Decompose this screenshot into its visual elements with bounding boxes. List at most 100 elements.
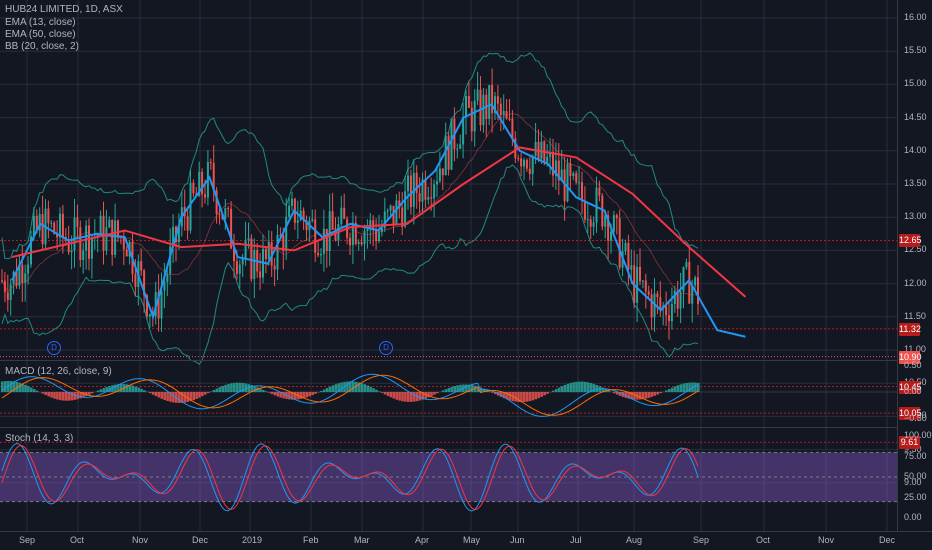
macd-histogram-bar [688, 382, 691, 392]
candle-body [146, 295, 148, 317]
macd-histogram-bar [282, 392, 285, 399]
ema-fast-line [11, 103, 746, 338]
price-tick-label: 13.50 [904, 178, 927, 188]
macd-title[interactable]: MACD (12, 26, close, 9) [5, 366, 112, 377]
candle-body [90, 237, 93, 259]
macd-histogram-bar [70, 392, 74, 401]
candle-body [79, 227, 82, 260]
candle-body [172, 226, 175, 247]
candle-body [665, 305, 668, 316]
stoch-band [0, 452, 897, 502]
indicator-ema-fast[interactable]: EMA (13, close) [5, 17, 76, 28]
macd-histogram-bar [15, 381, 19, 392]
macd-histogram-bar [99, 389, 103, 392]
indicator-ema-slow[interactable]: EMA (50, close) [5, 29, 76, 40]
price-marker: 10.05 [899, 407, 922, 421]
macd-histogram-bar [441, 390, 445, 392]
candle-body [659, 297, 662, 309]
macd-histogram-bar [444, 389, 448, 392]
candle-body [517, 158, 520, 160]
macd-histogram-bar [73, 392, 77, 400]
macd-histogram-bar [601, 387, 604, 392]
candle-body [166, 273, 169, 283]
candle-body [143, 270, 146, 296]
candle-body [250, 238, 253, 280]
macd-histogram-bar [528, 392, 532, 402]
candle-body [581, 182, 583, 201]
candle-body [233, 248, 235, 262]
macd-histogram-bar [32, 389, 36, 392]
candle-body [607, 215, 610, 241]
candle-body [395, 200, 398, 225]
candle-body [624, 243, 627, 252]
candle-body [650, 294, 653, 318]
macd-histogram-bar [157, 392, 161, 398]
macd-histogram-bar [241, 382, 245, 392]
stoch-tick-label: 50.00 [904, 471, 927, 481]
macd-histogram-bar [508, 392, 512, 401]
macd-histogram-bar [125, 384, 129, 392]
macd-histogram-bar [409, 392, 413, 402]
time-tick-label: Mar [354, 535, 370, 545]
macd-histogram-bar [212, 389, 216, 392]
macd-histogram-bar [639, 392, 642, 400]
macd-histogram-bar [264, 391, 268, 392]
macd-histogram-bar [119, 383, 123, 392]
macd-histogram-bar [50, 392, 53, 398]
stoch-tick-label: 0.00 [904, 512, 922, 522]
price-tick-label: 14.50 [904, 111, 927, 122]
candle-body [209, 162, 212, 164]
candle-body [247, 238, 250, 241]
candle-body [647, 291, 650, 295]
macd-histogram-bar [3, 381, 7, 392]
macd-histogram-bar [59, 392, 62, 401]
candle-body [328, 211, 331, 251]
macd-histogram-bar [659, 392, 662, 394]
candle-body [612, 215, 615, 232]
macd-histogram-bar [140, 388, 143, 392]
macd-histogram-bar [514, 392, 517, 402]
time-tick-label: Dec [879, 535, 896, 545]
macd-panel[interactable] [0, 373, 897, 417]
price-marker: 11.32 [899, 322, 921, 336]
macd-histogram-bar [189, 392, 193, 402]
candle-body [325, 228, 328, 251]
candle-body [134, 274, 137, 287]
price-tick-label: 11.50 [904, 310, 926, 321]
macd-histogram-bar [404, 392, 407, 402]
candle-body [354, 222, 357, 244]
price-panel[interactable] [0, 52, 897, 443]
macd-histogram-bar [215, 388, 219, 392]
macd-histogram-bar [360, 383, 364, 392]
dividend-marker[interactable]: D [47, 341, 61, 355]
stoch-d-line [1, 445, 699, 511]
candle-body [32, 215, 35, 237]
candle-body [285, 216, 288, 252]
price-tick-label: 11.00 [904, 344, 926, 354]
symbol-title[interactable]: HUB24 LIMITED, 1D, ASX [5, 4, 123, 15]
macd-histogram-bar [575, 381, 578, 392]
candle-body [569, 163, 572, 176]
stoch-panel[interactable] [0, 442, 897, 512]
candle-body [673, 290, 676, 304]
candle-body [441, 168, 444, 176]
macd-histogram-bar [592, 383, 596, 392]
macd-histogram-bar [525, 392, 529, 402]
macd-line [1, 373, 699, 417]
macd-histogram-bar [572, 382, 575, 392]
stoch-title[interactable]: Stoch (14, 3, 3) [5, 433, 74, 444]
dividend-marker[interactable]: D [379, 341, 393, 355]
macd-histogram-bar [386, 392, 390, 396]
time-tick-label: Aug [626, 535, 643, 545]
macd-histogram-bar [615, 392, 619, 395]
macd-histogram-bar [465, 384, 468, 392]
macd-histogram-bar [105, 386, 108, 392]
candle-body [392, 205, 395, 225]
price-tick-label: 12.50 [904, 244, 927, 255]
candle-body [679, 291, 682, 309]
macd-histogram-bar [557, 387, 561, 392]
candle-body [427, 197, 430, 200]
macd-histogram-bar [82, 392, 85, 398]
indicator-bollinger-bands[interactable]: BB (20, close, 2) [5, 41, 79, 52]
